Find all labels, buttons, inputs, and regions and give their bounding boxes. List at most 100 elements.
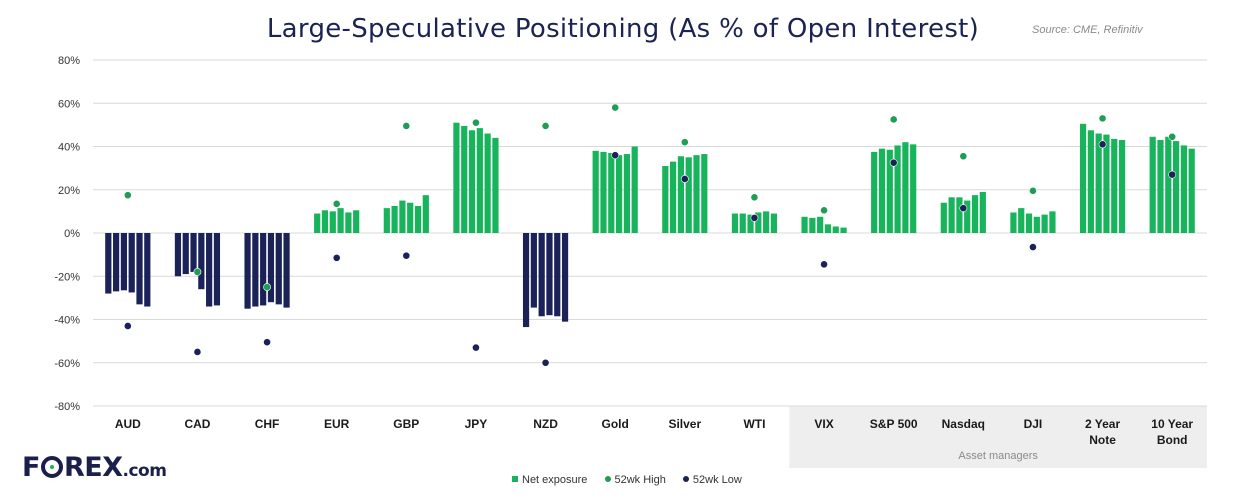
- low-marker: [611, 151, 620, 160]
- x-tick-label: Bond: [1157, 433, 1188, 447]
- low-marker: [1098, 140, 1107, 149]
- low-marker: [1168, 170, 1177, 179]
- bar: [522, 233, 530, 328]
- high-marker: [1098, 114, 1107, 123]
- chart-title: Large-Speculative Positioning (As % of O…: [266, 14, 980, 44]
- low-marker: [889, 158, 898, 167]
- bar: [206, 233, 213, 307]
- bar: [910, 144, 917, 233]
- bar: [1149, 136, 1156, 233]
- bar: [345, 212, 352, 233]
- bar: [337, 208, 344, 233]
- bar: [871, 151, 878, 233]
- bar: [817, 216, 824, 233]
- legend-52wk-low: 52wk Low: [682, 474, 742, 486]
- bar: [530, 233, 537, 308]
- y-tick-label: -20%: [54, 271, 80, 283]
- bar: [1041, 214, 1048, 233]
- bar: [353, 210, 360, 233]
- bar: [964, 200, 971, 233]
- bar: [747, 214, 754, 233]
- bar: [244, 233, 251, 309]
- bar: [1118, 140, 1126, 233]
- high-marker: [1029, 186, 1037, 195]
- bar: [113, 233, 120, 292]
- bar: [422, 195, 429, 233]
- bar: [592, 150, 599, 233]
- bar: [662, 165, 669, 233]
- y-tick-label: 40%: [58, 142, 80, 154]
- bar: [1079, 123, 1087, 233]
- bar: [1157, 140, 1164, 233]
- legend-net-exposure: Net exposure: [512, 474, 587, 486]
- low-marker: [332, 253, 341, 262]
- low-marker: [959, 204, 968, 213]
- low-marker: [820, 260, 828, 269]
- bar: [940, 202, 947, 233]
- bar: [948, 197, 955, 233]
- x-tick-label: NZD: [533, 417, 558, 431]
- bar: [1025, 213, 1033, 233]
- bar: [763, 211, 770, 233]
- bar: [314, 213, 321, 233]
- bar: [801, 216, 808, 233]
- bar: [840, 227, 847, 233]
- legend-square-icon: [512, 476, 518, 482]
- high-marker: [123, 191, 132, 200]
- low-marker: [193, 348, 202, 356]
- x-tick-label: GBP: [393, 417, 419, 431]
- bar: [267, 233, 275, 303]
- bar: [1095, 133, 1102, 233]
- bar: [670, 161, 677, 233]
- bar: [685, 157, 692, 233]
- bar: [414, 205, 422, 233]
- y-tick-label: 0%: [64, 228, 80, 240]
- bar: [120, 233, 128, 291]
- x-tick-label: CAD: [184, 417, 210, 431]
- bar: [453, 122, 460, 233]
- bar: [1049, 211, 1056, 233]
- bar: [1010, 212, 1017, 233]
- bar: [979, 191, 986, 233]
- high-marker: [680, 138, 689, 147]
- bar: [878, 148, 886, 233]
- bar: [554, 233, 561, 317]
- bar: [399, 200, 406, 233]
- bar: [615, 155, 623, 233]
- group-label: Asset managers: [958, 450, 1038, 462]
- high-marker: [472, 118, 480, 127]
- high-marker: [263, 283, 271, 291]
- asset-managers-band: [789, 406, 1207, 468]
- bar: [252, 233, 259, 307]
- x-tick-label: Silver: [668, 417, 701, 431]
- bar: [755, 212, 762, 233]
- bar: [538, 233, 545, 317]
- forex-logo: F REX.com: [22, 452, 167, 483]
- x-tick-label: Note: [1089, 433, 1116, 447]
- bar: [492, 137, 499, 233]
- bar: [894, 145, 901, 233]
- high-marker: [959, 152, 968, 161]
- x-tick-label: DJI: [1024, 417, 1043, 431]
- bar: [971, 195, 979, 233]
- bar: [731, 213, 739, 233]
- bar: [623, 154, 630, 233]
- bar: [1018, 208, 1025, 233]
- low-marker: [541, 358, 550, 367]
- low-marker: [402, 251, 411, 260]
- bar: [1180, 145, 1187, 233]
- low-marker: [123, 322, 132, 330]
- high-marker: [332, 199, 341, 208]
- bar: [824, 224, 832, 233]
- y-tick-label: -40%: [54, 315, 80, 327]
- high-marker: [820, 206, 828, 215]
- bar: [391, 205, 398, 233]
- bar: [275, 233, 282, 305]
- high-marker: [611, 103, 620, 112]
- bar: [1087, 130, 1094, 233]
- bar: [213, 233, 221, 306]
- y-tick-label: 60%: [58, 98, 80, 110]
- high-marker: [750, 193, 759, 202]
- high-marker: [541, 122, 550, 130]
